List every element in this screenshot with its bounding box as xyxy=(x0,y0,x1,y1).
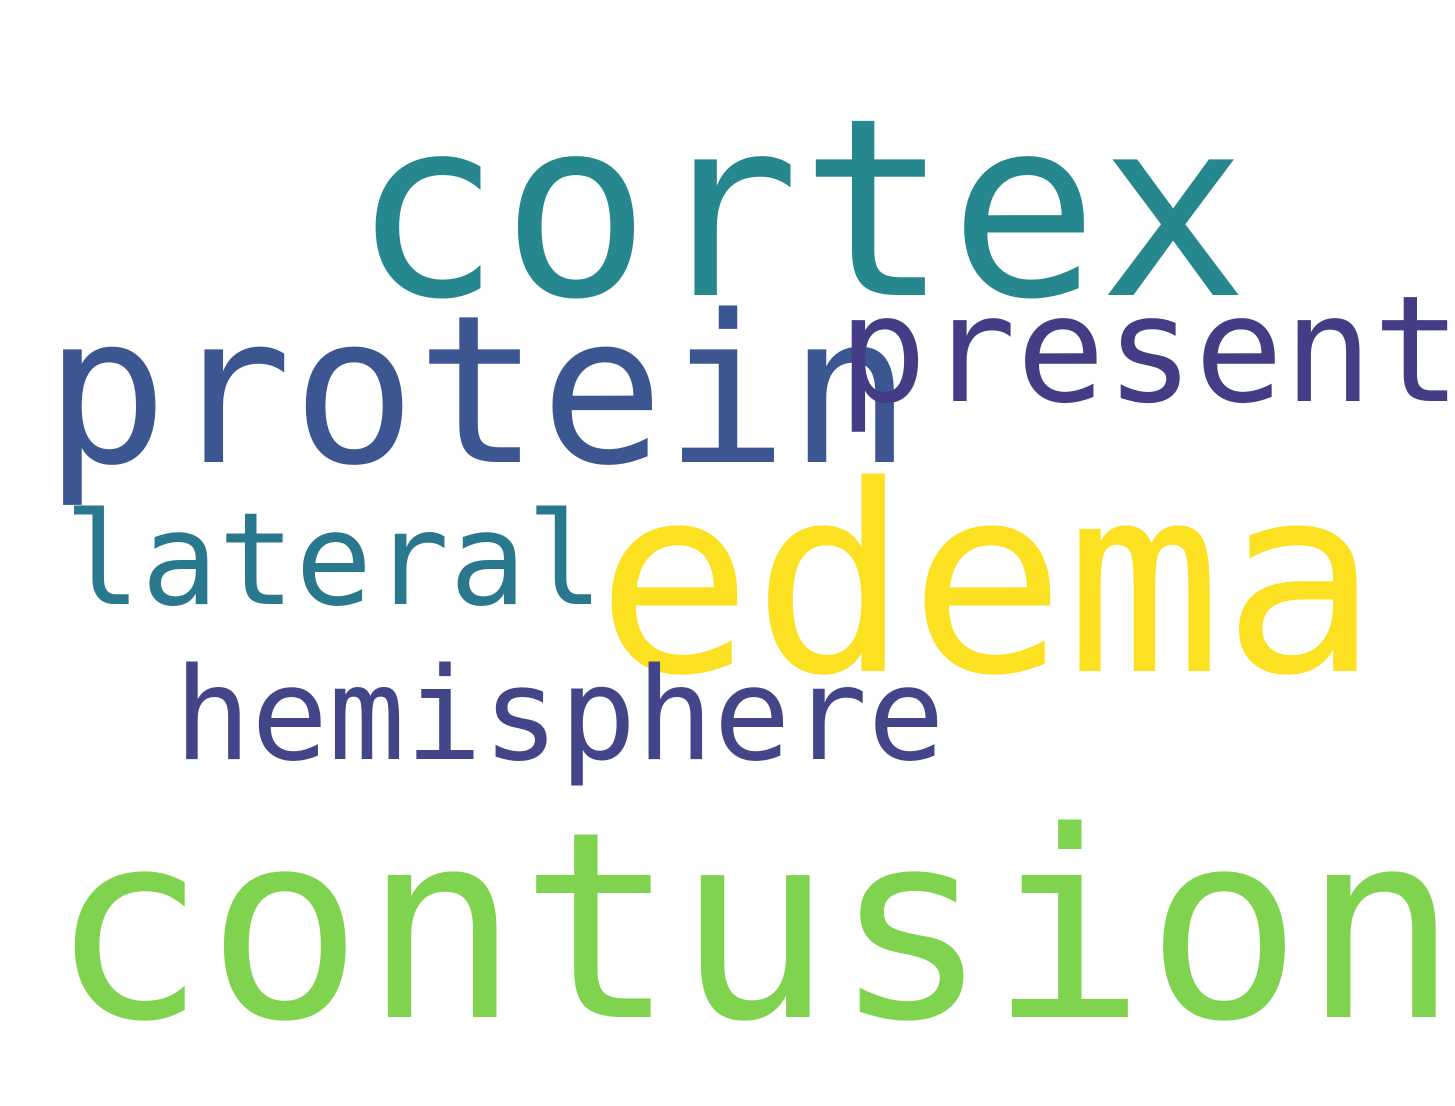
word-lateral: lateral xyxy=(64,486,604,635)
word-present: present xyxy=(838,264,1455,436)
word-cortex: cortex xyxy=(352,66,1248,354)
word-edema: edema xyxy=(596,431,1379,733)
word-hemisphere: hemisphere xyxy=(174,641,945,790)
word-contusion: contusion xyxy=(50,777,1455,1079)
word-protein: protein xyxy=(44,271,913,511)
